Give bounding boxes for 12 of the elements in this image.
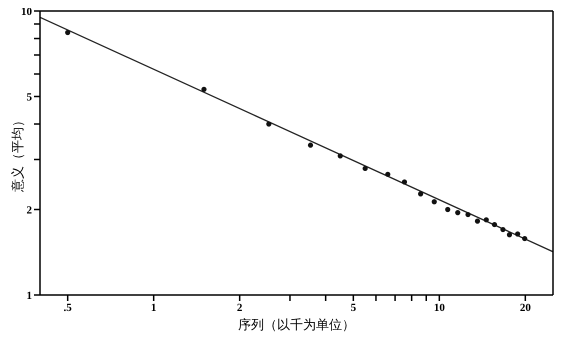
- y-tick-label: 5: [26, 91, 32, 104]
- x-tick-label: 20: [520, 302, 532, 314]
- y-axis-title: 意义（平均）: [10, 114, 25, 193]
- y-tick-label: 1: [26, 290, 32, 302]
- x-tick-label: .5: [64, 302, 72, 314]
- x-axis-title: 序列（以千为单位）: [238, 317, 355, 332]
- y-tick-label: 10: [21, 6, 32, 18]
- x-tick-label: 10: [434, 302, 446, 314]
- y-tick-label: 2: [26, 204, 32, 216]
- x-tick-label: 1: [150, 302, 156, 314]
- x-tick-label: 5: [350, 302, 357, 314]
- x-tick-label: 2: [236, 302, 243, 314]
